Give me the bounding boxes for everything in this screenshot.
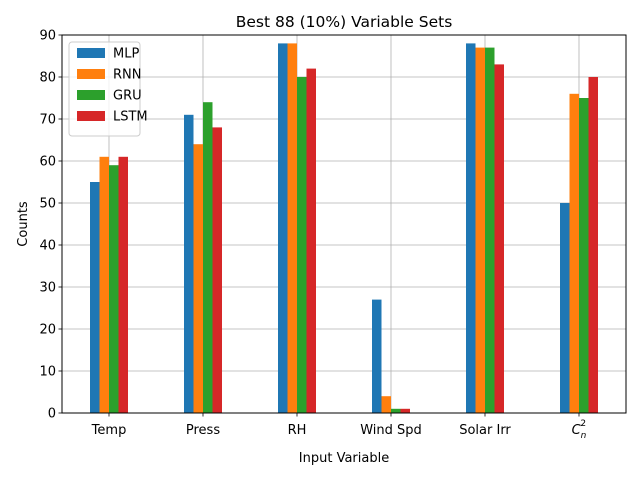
y-axis-label: Counts [16, 201, 31, 247]
x-tick-label: Cn2 [572, 419, 587, 441]
bar-rnn-wind-spd [381, 396, 391, 413]
bar-lstm-c-n-2 [588, 77, 598, 413]
bar-gru-rh [297, 77, 307, 413]
bar-rnn-press [193, 144, 203, 413]
bar-mlp-wind-spd [372, 299, 382, 413]
y-tick-label: 60 [39, 155, 56, 170]
bar-lstm-press [212, 127, 222, 414]
bar-mlp-c-n-2 [560, 203, 570, 413]
bar-lstm-wind-spd [400, 408, 410, 413]
y-tick-label: 50 [39, 197, 56, 212]
y-tick-label: 30 [39, 281, 56, 296]
legend-label: LSTM [113, 110, 148, 125]
legend-label: MLP [113, 47, 139, 62]
legend-swatch [77, 69, 105, 79]
bar-gru-solar-irr [485, 47, 495, 413]
x-axis-label: Input Variable [299, 451, 389, 466]
bar-mlp-temp [90, 182, 100, 413]
plot-frame [61, 34, 627, 414]
y-tick-label: 90 [39, 29, 56, 44]
x-tick-label: Wind Spd [360, 423, 422, 438]
bar-mlp-press [184, 114, 194, 414]
bar-gru-press [203, 102, 213, 413]
bar-mlp-rh [278, 43, 288, 414]
y-tick-label: 80 [39, 71, 56, 86]
legend-label: GRU [113, 89, 142, 104]
legend-swatch [77, 48, 105, 58]
grid-lines [62, 34, 626, 414]
bar-rnn-c-n-2 [569, 93, 579, 414]
y-tick-label: 0 [48, 407, 56, 422]
x-tick-label: Press [186, 423, 220, 438]
y-axis-ticks: 0 10 20 30 40 50 60 70 80 90 [39, 29, 62, 422]
bar-mlp-solar-irr [466, 43, 476, 414]
x-tick-label: Solar Irr [459, 423, 511, 438]
y-tick-label: 40 [39, 239, 56, 254]
legend-swatch [77, 111, 105, 121]
bar-rnn-temp [99, 156, 109, 414]
x-axis-ticks: Temp Press RH Wind Spd Solar Irr Cn2 [91, 413, 587, 441]
y-tick-label: 70 [39, 113, 56, 128]
x-tick-label: Temp [91, 423, 127, 438]
y-tick-label: 20 [39, 323, 56, 338]
bar-rnn-solar-irr [475, 47, 485, 413]
chart-title: Best 88 (10%) Variable Sets [236, 13, 453, 31]
legend-swatch [77, 90, 105, 100]
bar-lstm-temp [118, 156, 128, 414]
y-tick-label: 10 [39, 365, 56, 380]
bar-lstm-solar-irr [494, 64, 504, 414]
bars [90, 43, 598, 414]
x-tick-label: RH [288, 423, 307, 438]
bar-gru-wind-spd [391, 408, 401, 413]
legend-label: RNN [113, 68, 141, 83]
bar-rnn-rh [287, 43, 297, 414]
bar-gru-temp [109, 165, 119, 413]
bar-lstm-rh [306, 68, 316, 413]
legend: MLP RNN GRU LSTM [68, 41, 148, 137]
bar-gru-c-n-2 [579, 98, 589, 413]
